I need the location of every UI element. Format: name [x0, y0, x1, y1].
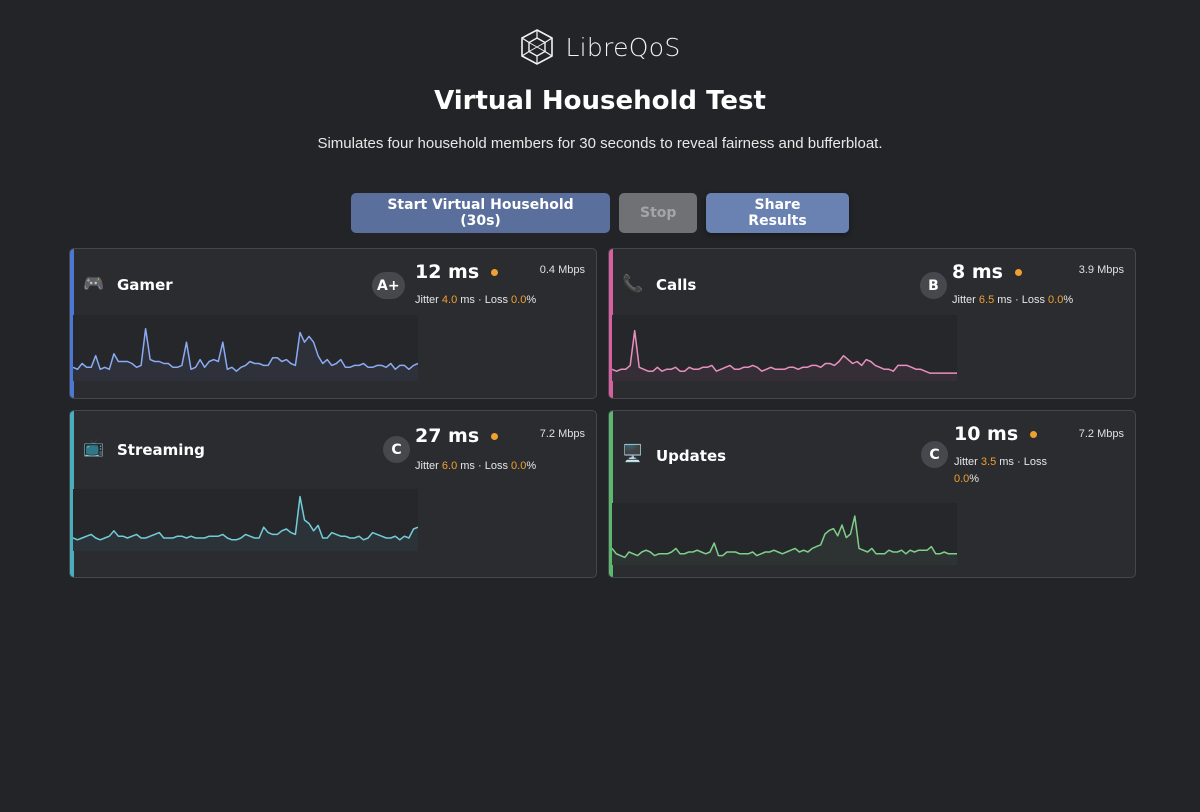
card-title: Updates: [656, 447, 727, 465]
card-title: Gamer: [117, 276, 173, 294]
sparkline-line: [612, 329, 957, 374]
card-accent-bar: [609, 249, 613, 398]
latency-sparkline: [612, 315, 957, 381]
card-calls: 📞 Calls B 8 ms 3.9 Mbps Jitter 6.5 ms · …: [608, 248, 1136, 399]
latency-sparkline: [73, 315, 418, 381]
page-title: Virtual Household Test: [434, 86, 766, 116]
latency-readout: 10 ms: [954, 423, 1038, 445]
loss-value: 0.0: [511, 460, 527, 472]
jitter-loss-stats: Jitter 3.5 ms · Loss 0.0%: [954, 456, 1047, 485]
latency-value: 8 ms: [952, 261, 1003, 283]
game-controller-icon: 🎮: [83, 274, 105, 293]
throughput-value: 0.4 Mbps: [539, 264, 585, 276]
grade-badge: C: [383, 436, 410, 463]
start-test-button[interactable]: Start Virtual Household (30s): [351, 193, 610, 233]
status-dot: [491, 432, 499, 440]
jitter-value: 6.0: [441, 460, 458, 472]
jitter-value: 3.5: [980, 456, 997, 468]
test-controls: Start Virtual Household (30s) Stop Share…: [0, 193, 1200, 233]
cube-logo-icon: [521, 29, 554, 65]
jitter-value: 4.0: [441, 294, 458, 306]
card-title: Streaming: [117, 441, 205, 459]
sparkline-line: [73, 327, 418, 372]
latency-value: 27 ms: [415, 425, 480, 447]
status-dot: [491, 268, 499, 276]
sparkline-area: [73, 328, 418, 381]
phone-icon: 📞: [622, 274, 644, 293]
latency-readout: 12 ms: [415, 261, 499, 283]
logo-text: LibreQoS: [565, 32, 681, 62]
card-updates: 🖥️ Updates C 10 ms 7.2 Mbps Jitter 3.5 m…: [608, 410, 1136, 578]
card-accent-bar: [609, 411, 613, 577]
latency-value: 12 ms: [415, 261, 480, 283]
sparkline-area: [612, 330, 957, 381]
grade-badge: A+: [372, 272, 405, 299]
latency-readout: 27 ms: [415, 425, 499, 447]
brand-logo: LibreQoS: [0, 28, 1200, 66]
loss-value: 0.0: [511, 294, 527, 306]
sparkline-area: [73, 496, 418, 551]
latency-sparkline: [612, 503, 957, 565]
stop-button[interactable]: Stop: [619, 193, 697, 233]
tv-icon: 📺: [83, 438, 105, 457]
card-gamer: 🎮 Gamer A+ 12 ms 0.4 Mbps Jitter 4.0 ms …: [69, 248, 597, 399]
throughput-value: 3.9 Mbps: [1078, 264, 1124, 276]
grade-badge: C: [921, 441, 948, 468]
jitter-loss-stats: Jitter 6.0 ms · Loss 0.0%: [415, 460, 537, 472]
latency-sparkline: [73, 489, 418, 551]
page-subtitle: Simulates four household members for 30 …: [317, 135, 883, 152]
grade-badge: B: [920, 272, 947, 299]
monitor-icon: 🖥️: [622, 444, 644, 463]
card-streaming: 📺 Streaming C 27 ms 7.2 Mbps Jitter 6.0 …: [69, 410, 597, 578]
jitter-value: 6.5: [978, 294, 995, 306]
jitter-loss-stats: Jitter 6.5 ms · Loss 0.0%: [952, 294, 1074, 306]
status-dot: [1030, 430, 1038, 438]
share-results-button[interactable]: Share Results: [706, 193, 849, 233]
sparkline-background: [73, 489, 418, 551]
latency-readout: 8 ms: [952, 261, 1022, 283]
latency-value: 10 ms: [954, 423, 1019, 445]
sparkline-background: [73, 315, 418, 381]
status-dot: [1014, 268, 1022, 276]
throughput-value: 7.2 Mbps: [539, 428, 585, 440]
sparkline-area: [612, 516, 957, 565]
loss-value: 0.0: [1048, 294, 1064, 306]
card-accent-bar: [70, 411, 74, 577]
sparkline-background: [612, 503, 957, 565]
jitter-loss-stats: Jitter 4.0 ms · Loss 0.0%: [415, 294, 537, 306]
sparkline-line: [612, 515, 957, 559]
sparkline-line: [73, 495, 418, 541]
card-title: Calls: [656, 276, 697, 294]
throughput-value: 7.2 Mbps: [1078, 428, 1124, 440]
card-accent-bar: [70, 249, 74, 398]
loss-value: 0.0: [954, 473, 970, 485]
